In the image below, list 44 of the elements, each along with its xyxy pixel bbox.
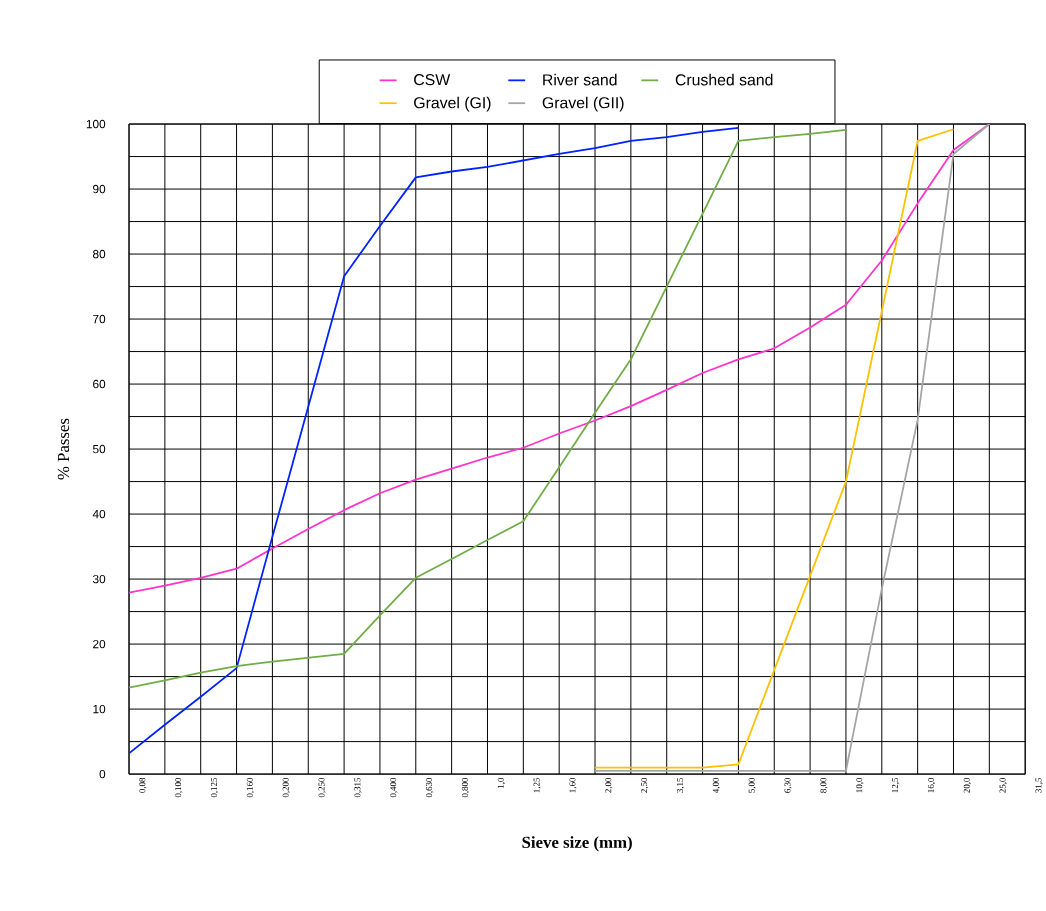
x-tick-label: 31,5 [1035,777,1043,793]
y-tick-label: 30 [92,574,106,584]
x-tick-label: 0,315 [354,777,362,798]
x-tick-label: 0,250 [318,777,326,798]
x-tick-label: 3,15 [676,777,685,793]
x-tick-label: 5,00 [748,777,756,793]
x-tick-label: 16,0 [927,777,936,793]
y-tick-label: 90 [93,184,106,194]
y-tick-label: 100 [86,119,106,129]
x-tick-label: 12,5 [892,777,900,793]
legend-label: Gravel (GI) [414,96,491,112]
y-tick-label: 70 [93,314,106,324]
x-tick-label: 1,60 [569,777,577,793]
y-tick-label: 50 [92,444,106,454]
x-tick-label: 0,800 [461,777,470,798]
x-tick-label: 0,100 [175,777,183,798]
y-tick-label: 80 [92,249,106,259]
x-tick-label: 25,0 [999,777,1007,793]
x-tick-label: 8,00 [820,777,828,793]
x-tick-label: 0,08 [139,777,147,793]
x-tick-label: 2,50 [641,777,649,793]
x-tick-label: 1,0 [497,777,506,788]
x-tick-label: 0,400 [390,777,398,798]
y-tick-label: 20 [93,639,106,649]
x-tick-label: 0,125 [210,777,219,798]
legend-label: CSW [414,74,451,86]
y-axis-title: % Passes [57,418,70,480]
x-axis-title: Sieve size (mm) [522,836,632,852]
x-tick-label: 0,160 [246,777,255,798]
x-tick-label: 0,630 [426,777,434,798]
x-tick-label: 1,25 [533,777,541,793]
y-tick-label: 60 [93,379,106,389]
x-tick-label: 10,0 [856,777,864,793]
y-tick-label: 10 [93,704,106,714]
legend-label: Crushed sand [675,73,773,86]
x-tick-label: 0,200 [282,777,290,798]
x-tick-label: 20,0 [963,777,972,793]
legend-label: River sand [543,73,617,86]
y-tick-label: 0 [99,769,106,779]
y-tick-label: 40 [92,509,106,519]
x-tick-label: 2,00 [605,777,613,793]
x-tick-label: 6,30 [784,777,792,793]
legend-label: Gravel (GII) [542,96,624,112]
x-tick-label: 4,00 [712,777,721,793]
